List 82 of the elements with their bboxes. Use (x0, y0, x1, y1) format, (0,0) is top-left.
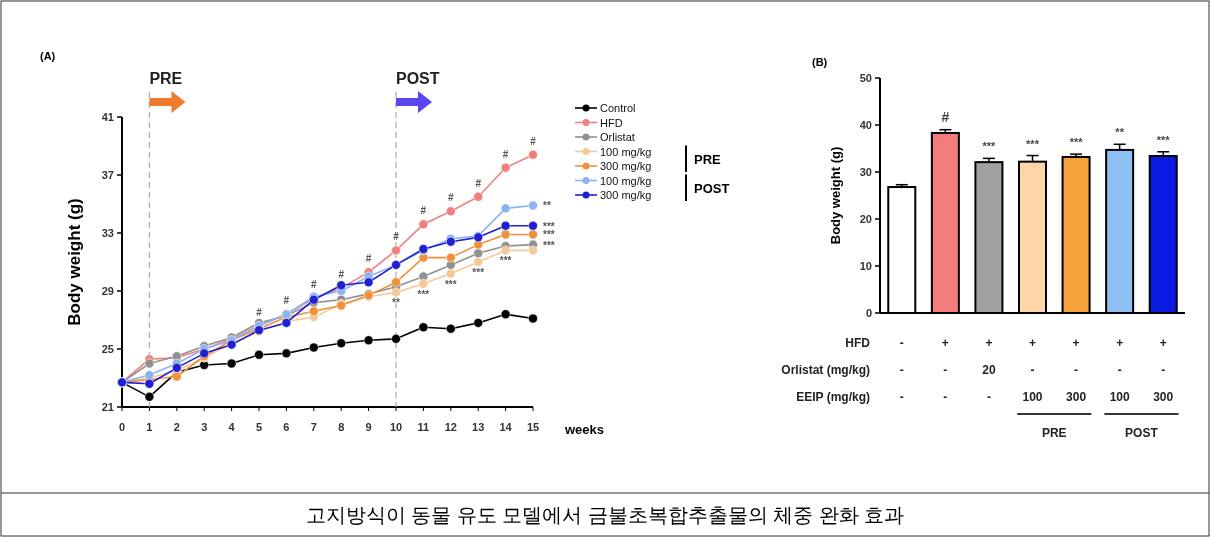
x-tick-label: + - 300 (1066, 336, 1087, 404)
data-label: *** (1069, 136, 1084, 149)
annotation: # (475, 177, 482, 189)
data-label: *** (1026, 137, 1040, 150)
x-tick-label: 3 (201, 421, 208, 433)
x-tick-label: 12 (444, 421, 457, 433)
x-tick-label: 5 (255, 421, 263, 433)
legend-label: HFD (600, 116, 623, 129)
x-tick-label: + 20 - (982, 336, 996, 404)
annotation: # (448, 192, 455, 204)
y-tick-label: 37 (101, 169, 114, 181)
annotation: # (311, 279, 318, 291)
annotation: *** (417, 288, 430, 300)
annotation: # (283, 295, 290, 307)
annotation: *** (543, 239, 555, 251)
annotation: *** (444, 278, 457, 290)
legend-label: 300 mg/kg (600, 160, 652, 172)
x-tick-label: 8 (338, 421, 345, 433)
text: Orlistat (mg/kg) (781, 363, 870, 377)
annotation: *** (472, 267, 485, 278)
annotation: # (502, 148, 509, 160)
text: EEIP (mg/kg) (796, 390, 870, 404)
x-tick-label: 4 (228, 421, 236, 433)
x-axis-title: weeks (564, 422, 605, 437)
y-tick-label: 21 (101, 401, 114, 413)
y-tick-label: 0 (865, 307, 872, 319)
annotation: # (393, 231, 400, 243)
annotation: # (530, 135, 537, 147)
text: PRE (1041, 426, 1067, 440)
y-tick-label: 30 (859, 166, 872, 178)
text: HFD (845, 336, 871, 350)
ref-line-label: PRE (149, 70, 183, 87)
text: PRE (694, 151, 722, 167)
x-tick-label: 14 (499, 421, 513, 433)
y-axis-title: Body weight (g) (828, 146, 843, 245)
chart-title: (A) (40, 50, 56, 62)
y-tick-label: 10 (859, 260, 872, 272)
x-tick-label: 1 (146, 421, 153, 433)
text: POST (1125, 426, 1159, 440)
annotation: *** (543, 229, 555, 241)
legend-label: Control (600, 102, 636, 114)
x-tick-label: 9 (365, 421, 372, 433)
legend-label: 100 mg/kg (600, 145, 652, 158)
text: POST (694, 180, 730, 196)
data-label: *** (1156, 133, 1171, 146)
y-tick-label: 29 (101, 285, 114, 297)
x-tick-label: + - - (941, 336, 949, 404)
annotation: # (256, 306, 263, 318)
x-tick-label: + - 300 (1153, 336, 1174, 404)
x-tick-label: 0 (118, 421, 126, 433)
annotation: # (338, 269, 345, 281)
y-axis-title: Body weight (g) (65, 198, 84, 326)
legend-label: 300 mg/kg (600, 189, 652, 201)
data-label: # (941, 108, 950, 125)
x-tick-label: 10 (389, 421, 403, 433)
y-tick-label: 40 (859, 119, 872, 131)
y-tick-label: 25 (101, 343, 114, 355)
annotation: *** (499, 255, 512, 267)
legend-label: Orlistat (600, 131, 635, 143)
annotation: ** (392, 297, 400, 309)
y-tick-label: 20 (859, 213, 872, 225)
y-tick-label: 33 (101, 227, 114, 239)
annotation: ** (543, 200, 551, 212)
chart-title: (B) (812, 56, 828, 68)
ref-line-label: POST (396, 70, 440, 87)
x-tick-label: 2 (173, 421, 180, 433)
x-tick-label: 6 (283, 421, 290, 433)
y-tick-label: 50 (859, 72, 872, 84)
x-tick-label: 11 (417, 421, 430, 433)
x-tick-label: + - 100 (1022, 336, 1043, 404)
legend-label: 100 mg/kg (600, 174, 652, 187)
text: 고지방식이 동물 유도 모델에서 금불초복합추출물의 체중 완화 효과 (305, 504, 905, 526)
annotation: # (365, 253, 372, 265)
data-label: *** (982, 140, 997, 153)
x-tick-label: - - - (899, 336, 904, 404)
x-tick-label: 15 (526, 421, 540, 433)
annotation: # (420, 205, 427, 217)
data-label: ** (1115, 126, 1125, 139)
x-tick-label: 7 (310, 421, 317, 433)
y-tick-label: 41 (101, 111, 114, 123)
x-tick-label: 13 (472, 421, 485, 433)
x-tick-label: + - 100 (1109, 336, 1130, 404)
